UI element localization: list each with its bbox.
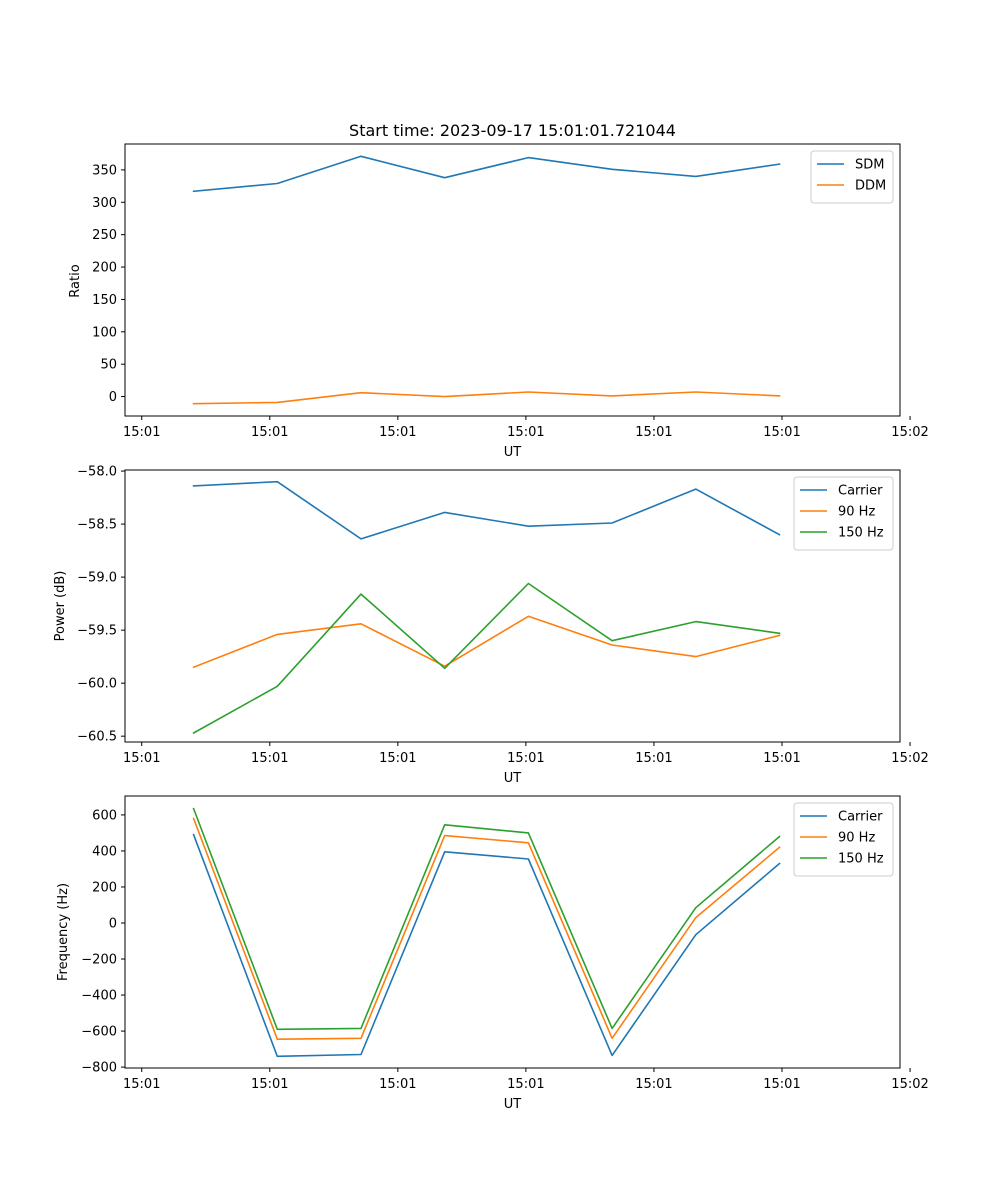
y-axis-label: Power (dB) (53, 571, 68, 642)
legend-label: DDM (855, 179, 886, 194)
x-tick-label: 15:01 (635, 751, 672, 766)
x-tick-label: 15:01 (251, 425, 288, 440)
y-tick-label: 150 (92, 293, 117, 308)
y-tick-label: 200 (92, 261, 117, 276)
legend-label: 90 Hz (838, 505, 875, 520)
y-tick-label: −60.5 (77, 730, 117, 745)
legend-label: Carrier (838, 484, 883, 499)
x-tick-label: 15:01 (507, 1077, 544, 1092)
y-tick-label: 400 (92, 844, 117, 859)
y-tick-label: −800 (81, 1061, 117, 1076)
x-tick-label: 15:01 (379, 425, 416, 440)
panel-frequency: Frequency (Hz) UT 15:01 15:01 15:01 15:01 15… (56, 795, 929, 1112)
x-tick-label: 15:01 (763, 751, 800, 766)
plot-frame (124, 795, 901, 1069)
y-tick-label: 250 (92, 228, 117, 243)
legend-label: SDM (855, 158, 884, 173)
y-axis-label: Frequency (Hz) (56, 883, 71, 981)
legend-label: 150 Hz (838, 852, 884, 867)
series-line-150-hz (192, 807, 781, 1031)
x-axis-label: UT (504, 771, 522, 786)
y-tick-label: −600 (81, 1025, 117, 1040)
x-tick-label: 15:01 (379, 1077, 416, 1092)
x-tick-label: 15:01 (123, 1077, 160, 1092)
x-axis-label: UT (504, 445, 522, 460)
x-tick-label: 15:01 (635, 1077, 672, 1092)
legend-label: Carrier (838, 810, 883, 825)
plot-frame (124, 143, 901, 417)
y-tick-label: 50 (100, 358, 117, 373)
y-tick-label: 0 (109, 916, 117, 931)
legend-label: 150 Hz (838, 526, 884, 541)
x-tick-label: 15:01 (123, 425, 160, 440)
y-tick-label: −200 (81, 953, 117, 968)
x-tick-label: 15:01 (251, 751, 288, 766)
legend-label: 90 Hz (838, 831, 875, 846)
x-tick-label: 15:02 (891, 1077, 928, 1092)
series-line-150-hz (192, 582, 781, 735)
x-tick-label: 15:01 (251, 1077, 288, 1092)
x-tick-label: 15:01 (763, 1077, 800, 1092)
x-tick-label: 15:01 (379, 751, 416, 766)
x-tick-label: 15:02 (891, 425, 928, 440)
panel-power: Power (dB) UT 15:01 15:01 15:01 15:01 15:01 1… (53, 465, 929, 786)
x-axis-label: UT (504, 1097, 522, 1112)
x-tick-label: 15:01 (763, 425, 800, 440)
y-tick-label: 0 (109, 390, 117, 405)
x-tick-label: 15:01 (123, 751, 160, 766)
series-line-carrier (192, 480, 781, 540)
x-tick-label: 15:01 (507, 425, 544, 440)
y-tick-label: −59.0 (77, 571, 117, 586)
x-tick-label: 15:01 (635, 425, 672, 440)
y-tick-label: −400 (81, 989, 117, 1004)
y-tick-label: −58.0 (77, 465, 117, 480)
series-line-ddm (192, 391, 781, 405)
y-axis-label: Ratio (68, 264, 83, 297)
y-tick-label: 600 (92, 808, 117, 823)
y-tick-label: −58.5 (77, 518, 117, 533)
series-line-90-hz (192, 615, 781, 669)
y-tick-label: 200 (92, 880, 117, 895)
y-tick-label: 100 (92, 325, 117, 340)
plot-frame (124, 469, 901, 743)
panel-ratio: Start time: 2023-09-17 15:01:01.721044 R… (68, 121, 929, 460)
y-tick-label: 300 (92, 196, 117, 211)
x-tick-label: 15:01 (507, 751, 544, 766)
series-line-90-hz (192, 817, 781, 1040)
series-line-carrier (192, 833, 781, 1058)
y-tick-label: 350 (92, 163, 117, 178)
x-tick-label: 15:02 (891, 751, 928, 766)
y-tick-label: −60.0 (77, 677, 117, 692)
y-tick-label: −59.5 (77, 624, 117, 639)
series-line-sdm (192, 155, 781, 193)
chart-title: Start time: 2023-09-17 15:01:01.721044 (349, 121, 676, 140)
